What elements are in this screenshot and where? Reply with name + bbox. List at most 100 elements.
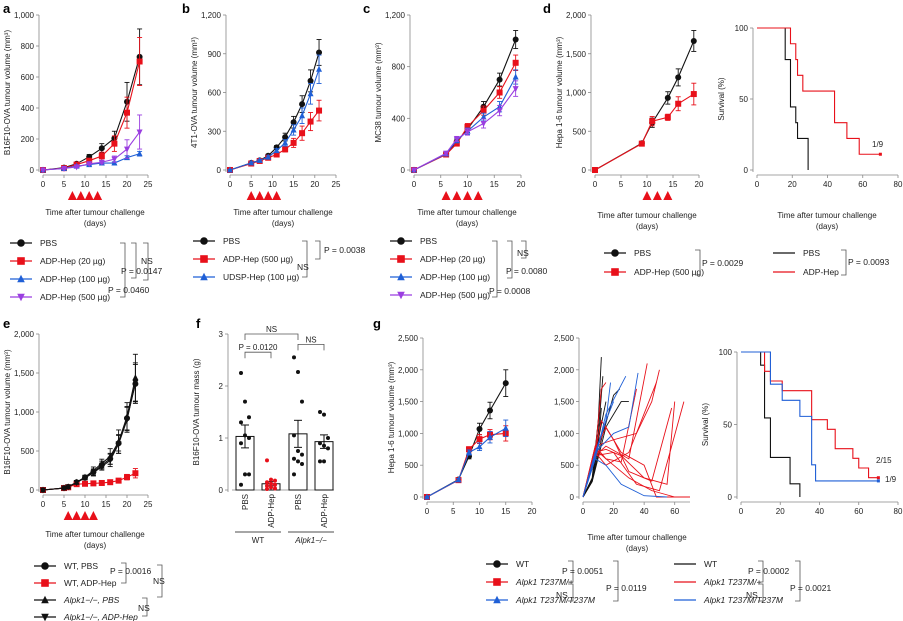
bracket-wt-ko-label: NS [266,325,277,334]
data-point [502,424,509,431]
y-tick-label: 2,000 [398,366,419,375]
bracket-gr-3 [795,560,801,602]
legend-label: Alpk1−/−, ADP-Hep [63,612,138,621]
x-tick-label: 10 [643,180,652,189]
legend-label: ADP-Hep (500 µg) [634,267,704,277]
data-point [290,139,297,146]
stat-label: NS [138,603,150,613]
x-tick-label: 40 [640,507,649,516]
data-point [265,483,269,488]
y-tick-label: 2,500 [398,334,419,343]
data-point [124,474,130,481]
data-point [690,91,697,98]
legend-marker [397,255,405,263]
legend-marker [200,237,208,245]
data-point [292,472,296,477]
data-point [265,486,269,491]
data-point [502,380,509,387]
x-tick-label: 10 [268,180,277,189]
bracket-c-500 [492,240,498,298]
y-tick-label: 0 [401,166,406,175]
x-tick-label: 15 [490,180,499,189]
legend-item: ADP-Hep (100 µg) [10,274,110,284]
legend-item: WT, ADP-Hep [34,578,117,588]
y-tick-label: 900 [208,50,222,59]
data-point [273,151,280,158]
data-point [307,90,314,97]
data-point [136,58,143,65]
bracket-d-left [695,249,701,276]
data-point [273,482,277,487]
x-tick-label: 5 [451,507,456,516]
series-line [426,427,507,498]
y-tick-label: 1 [219,434,224,443]
data-point [247,436,251,440]
x-tick-label: 20 [517,180,526,189]
data-point [111,140,118,147]
survival-annotation: 1/9 [885,475,897,484]
legend-label: WT [516,559,529,569]
panel-label: b [182,1,190,16]
axes-f: 0 1 2 3 B16F10-OVA tumour mass (g) PBS ADP-Hep… [192,325,334,545]
y-axis-label: Survival (%) [701,403,710,446]
legend-label: Alpk1 T237M/+ [703,577,761,587]
data-point [690,37,697,44]
data-point [111,156,118,163]
legend-label: PBS [803,248,820,258]
y-tick-label: 2,500 [554,334,575,343]
legend-marker [397,272,405,281]
bracket-b-1 [315,240,321,260]
x-axis-label: Time after tumour challenge [45,208,145,217]
individual-curve [582,372,639,498]
bracket-e-3 [142,597,148,617]
data-point [664,114,671,121]
y-tick-label: 2,000 [566,11,587,20]
data-point [290,119,297,126]
x-tick-label: 5 [619,180,624,189]
data-point [326,446,330,451]
series-adp-hep-500-g- [227,99,323,173]
stat-label: NS [153,576,165,586]
legend-item: Alpk1−/−, ADP-Hep [34,612,138,621]
bracket-a-20 [131,242,137,279]
y-tick-label: 1,500 [14,369,35,378]
y-tick-label: 500 [573,127,587,136]
x-axis-label: Time after tumour challenge [45,530,145,539]
survival-curve-alpk1-t237m-t237m [741,351,879,482]
y-tick-label: 1,200 [201,11,222,20]
individual-curve [582,369,660,498]
y-axis-label: Survival (%) [717,77,726,120]
x-tick-label: 15 [289,180,298,189]
legend-label: Alpk1 T237M/+ [515,577,573,587]
series-alpk1-adp-hep [40,362,139,494]
data-point [40,487,46,494]
legend-item: PBS [193,236,240,246]
treatment-marker [72,511,82,520]
axes-g-right: 0 50 100 0 20 40 60 80 Survival (%) [701,348,903,516]
x-tick-label: 20 [788,180,797,189]
y-tick-label: 3 [219,330,224,339]
data-point [299,101,306,108]
legend-marker [17,239,25,247]
treatment-marker [63,511,73,520]
bracket-d-right [841,249,847,276]
y-tick-label: 0 [570,493,575,502]
legend-marker [41,562,49,570]
data-point [296,459,300,464]
series-alpk1-t237m-t237m [424,419,509,500]
data-point [61,485,67,492]
legend-marker [17,274,25,283]
axes-c: 0 400 800 1,200 0 5 10 15 20 MC38 tumour volume (… [374,11,526,200]
y-tick-label: 100 [735,24,749,33]
x-axis-unit: (days) [272,219,295,228]
y-tick-label: 200 [21,135,35,144]
y-tick-label: 50 [739,95,748,104]
y-axis-label: B16F10-OVA tumour volume (mm³) [3,30,12,156]
legend-label: PBS [634,248,651,258]
data-point [512,36,519,43]
survival-curve-alpk1-t237m- [741,351,879,479]
survival-annotation: 2/15 [876,456,892,465]
data-point [61,165,67,172]
treatment-marker [441,191,451,200]
data-point [115,441,122,448]
